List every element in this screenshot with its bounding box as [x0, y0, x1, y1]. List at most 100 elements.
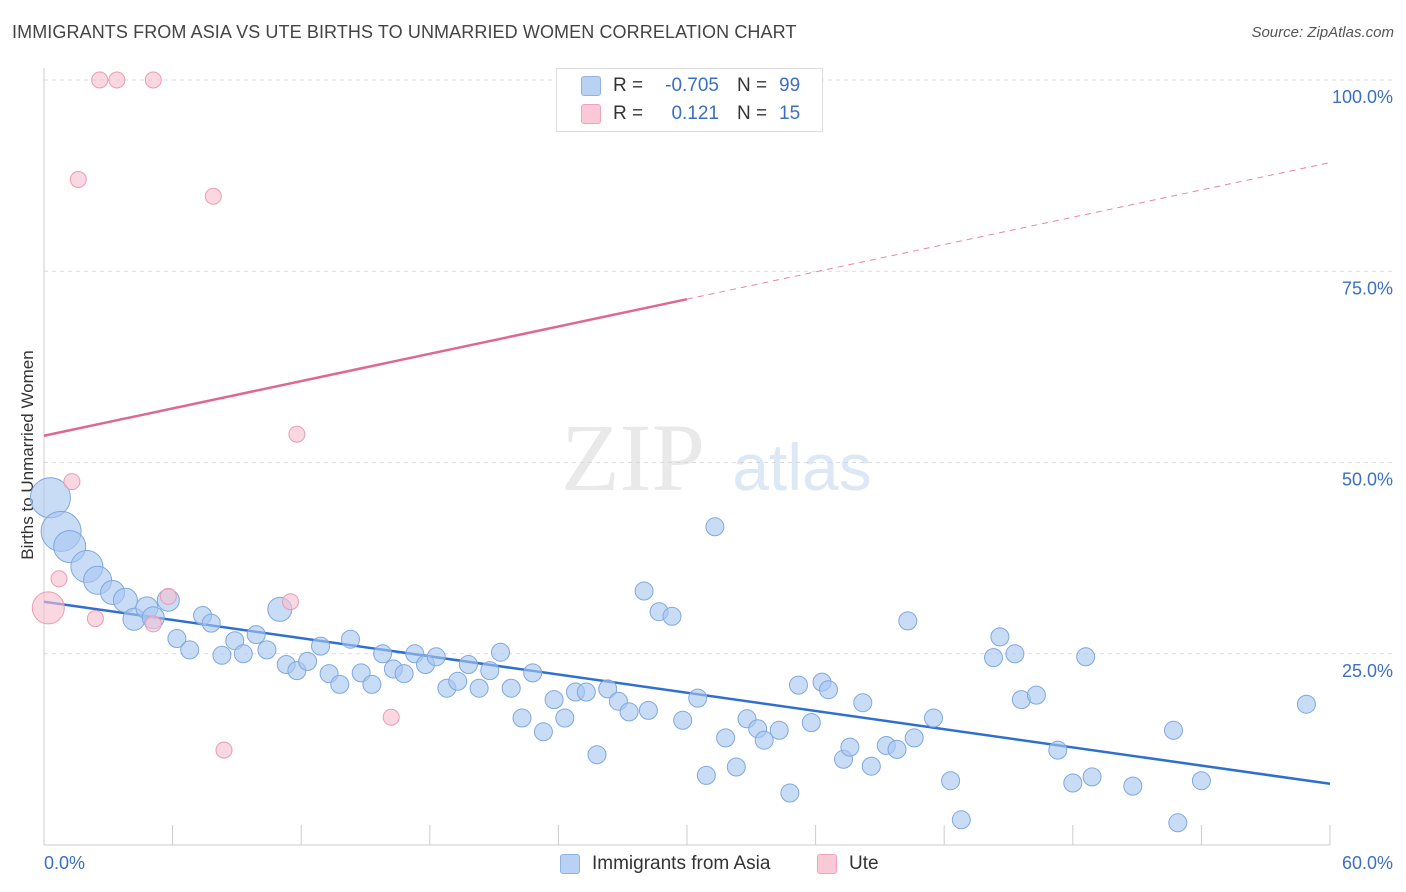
watermark: ZIP atlas — [561, 404, 872, 511]
asia-point — [716, 728, 736, 748]
asia-legend-swatch — [560, 854, 580, 874]
asia-point — [512, 708, 532, 728]
asia-point — [990, 627, 1010, 647]
asia-swatch — [581, 76, 601, 96]
asia-point — [480, 661, 500, 681]
asia-point — [458, 655, 478, 674]
ute-point — [86, 610, 104, 628]
legend-item-asia[interactable]: Immigrants from Asia — [560, 853, 770, 875]
asia-point — [1026, 685, 1046, 705]
grid-lines — [44, 79, 1395, 655]
stats-row-asia: R = -0.705 N = 99 — [581, 73, 800, 99]
ute-point — [144, 71, 162, 89]
ute-point — [204, 187, 222, 205]
asia-point — [1005, 644, 1025, 664]
asia-point — [233, 644, 253, 664]
asia-point — [448, 671, 468, 691]
watermark-atlas: atlas — [732, 430, 871, 504]
asia-point — [853, 693, 873, 713]
r-label: R = — [613, 103, 644, 124]
legend-label-asia: Immigrants from Asia — [592, 853, 771, 874]
asia-point — [469, 678, 489, 698]
asia-point — [341, 629, 360, 649]
ute-point — [382, 708, 400, 726]
asia-point — [394, 664, 414, 684]
asia-point — [801, 713, 821, 733]
asia-point — [638, 700, 658, 720]
asia-point — [861, 756, 881, 776]
asia-point — [688, 688, 708, 708]
tick-labels: 25.0% 50.0% 75.0% 100.0% 0.0% 60.0% — [44, 87, 1393, 873]
asia-point — [1191, 771, 1211, 791]
r-value: 0.121 — [671, 103, 719, 124]
asia-trend-line — [43, 600, 1331, 786]
legend-label-ute: Ute — [849, 853, 879, 874]
asia-point — [298, 651, 318, 671]
asia-point — [726, 757, 746, 777]
y-tick-label: 100.0% — [1332, 87, 1393, 107]
r-label: R = — [613, 75, 644, 96]
asia-point — [257, 640, 277, 660]
y-tick-label: 25.0% — [1342, 661, 1393, 681]
asia-point — [587, 745, 607, 765]
asia-point — [780, 783, 800, 803]
ute-trend-line-dashed — [686, 162, 1331, 300]
asia-point — [373, 644, 393, 664]
data-points — [29, 71, 1316, 833]
legend-item-ute[interactable]: Ute — [817, 853, 879, 875]
asia-point — [984, 648, 1003, 668]
stats-row-ute: R = 0.121 N = 15 — [581, 101, 800, 127]
asia-point — [1076, 647, 1096, 667]
y-tick-label: 75.0% — [1342, 278, 1393, 298]
asia-point — [426, 647, 446, 667]
correlation-stats-box: R = -0.705 N = 99 R = 0.121 N = 15 — [556, 68, 823, 132]
asia-point — [201, 613, 221, 633]
asia-point — [924, 708, 943, 728]
asia-point — [1123, 776, 1143, 796]
n-label: N = — [737, 75, 768, 96]
chart-title: IMMIGRANTS FROM ASIA VS UTE BIRTHS TO UN… — [12, 22, 797, 42]
ute-point — [215, 741, 233, 759]
ute-point — [288, 425, 306, 443]
asia-point — [212, 645, 232, 665]
asia-point — [523, 663, 543, 683]
asia-point — [362, 674, 382, 694]
ute-legend-swatch — [817, 854, 837, 874]
asia-point — [769, 720, 789, 740]
ute-swatch — [581, 104, 601, 124]
asia-point — [941, 771, 961, 791]
ute-point — [282, 593, 299, 611]
chart-legend: Immigrants from Asia Ute — [0, 853, 1406, 877]
asia-point — [662, 606, 682, 626]
ute-point — [69, 171, 87, 188]
watermark-zip: ZIP — [561, 404, 705, 511]
asia-point — [619, 702, 639, 722]
ute-point — [31, 591, 65, 625]
n-value: 99 — [779, 75, 801, 96]
ute-point — [50, 570, 68, 588]
asia-point — [754, 730, 774, 750]
asia-point — [1296, 694, 1316, 714]
asia-point — [180, 640, 200, 660]
ute-point — [63, 473, 81, 491]
asia-point — [898, 611, 918, 631]
asia-point — [951, 810, 971, 830]
asia-point — [555, 708, 575, 728]
asia-point — [789, 675, 808, 695]
n-value: 15 — [779, 103, 801, 124]
asia-point — [311, 636, 330, 656]
asia-point — [1168, 813, 1188, 833]
asia-point — [491, 642, 510, 662]
asia-point — [576, 682, 596, 702]
asia-point — [501, 678, 521, 698]
ute-point — [108, 71, 126, 89]
asia-point — [330, 674, 350, 694]
asia-point — [246, 625, 266, 645]
asia-point — [705, 517, 725, 537]
asia-point — [1048, 740, 1068, 760]
ute-point — [159, 587, 177, 605]
asia-point — [1063, 773, 1083, 793]
asia-point — [544, 690, 564, 710]
asia-point — [1082, 767, 1102, 787]
